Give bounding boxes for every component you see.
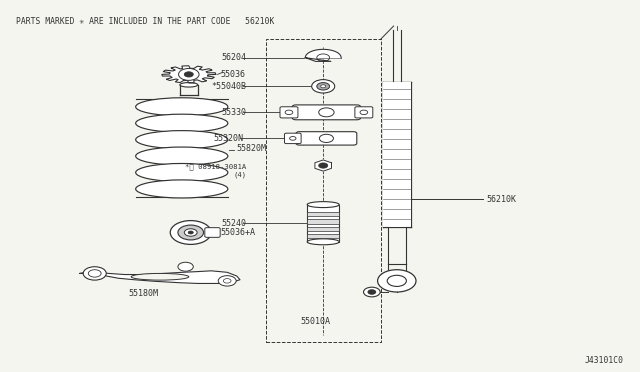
Text: 55180M: 55180M	[128, 289, 158, 298]
Ellipse shape	[136, 180, 228, 198]
Text: J43101C0: J43101C0	[585, 356, 624, 365]
Circle shape	[319, 163, 328, 168]
Bar	[307, 219, 339, 224]
FancyBboxPatch shape	[292, 105, 361, 120]
Polygon shape	[315, 160, 332, 171]
FancyBboxPatch shape	[355, 107, 372, 118]
FancyBboxPatch shape	[296, 132, 357, 145]
Circle shape	[184, 72, 193, 77]
Circle shape	[178, 225, 204, 240]
Text: 55036+A: 55036+A	[221, 228, 256, 237]
Ellipse shape	[136, 147, 228, 165]
Ellipse shape	[131, 273, 189, 280]
Circle shape	[368, 290, 376, 294]
Text: 55240: 55240	[221, 219, 246, 228]
Text: 55010A: 55010A	[301, 317, 331, 326]
Bar	[307, 205, 339, 242]
Polygon shape	[162, 66, 216, 83]
Text: *① 08918-3081A: *① 08918-3081A	[185, 163, 246, 170]
Text: 55320N: 55320N	[213, 134, 243, 143]
Circle shape	[170, 221, 211, 244]
Ellipse shape	[136, 163, 228, 182]
Circle shape	[378, 270, 416, 292]
FancyBboxPatch shape	[280, 107, 298, 118]
Circle shape	[312, 80, 335, 93]
Circle shape	[178, 262, 193, 271]
Bar	[307, 227, 339, 231]
Text: 55036: 55036	[221, 70, 246, 79]
Text: 55820M: 55820M	[237, 144, 267, 153]
Bar	[307, 234, 339, 238]
FancyBboxPatch shape	[285, 133, 301, 144]
Text: (4): (4)	[233, 171, 246, 178]
Circle shape	[321, 85, 326, 88]
Text: 55330: 55330	[221, 108, 246, 117]
Circle shape	[184, 229, 197, 236]
Circle shape	[188, 231, 193, 234]
Bar	[266, 39, 381, 342]
FancyBboxPatch shape	[205, 228, 220, 237]
Text: PARTS MARKED ✳ ARE INCLUDED IN THE PART CODE   56210K: PARTS MARKED ✳ ARE INCLUDED IN THE PART …	[16, 17, 275, 26]
Circle shape	[179, 68, 199, 80]
Ellipse shape	[180, 83, 198, 87]
Circle shape	[218, 276, 236, 286]
Ellipse shape	[136, 98, 228, 116]
Circle shape	[317, 83, 330, 90]
Bar	[383, 82, 411, 227]
Ellipse shape	[307, 239, 339, 245]
Ellipse shape	[136, 114, 228, 132]
Text: 56204: 56204	[221, 53, 246, 62]
Text: *55040B: *55040B	[211, 82, 246, 91]
Circle shape	[83, 267, 106, 280]
Polygon shape	[305, 49, 341, 61]
Ellipse shape	[136, 131, 228, 149]
Polygon shape	[80, 271, 240, 283]
Bar	[307, 212, 339, 216]
Ellipse shape	[307, 202, 339, 208]
Text: 56210K: 56210K	[486, 195, 516, 203]
Circle shape	[364, 287, 380, 297]
